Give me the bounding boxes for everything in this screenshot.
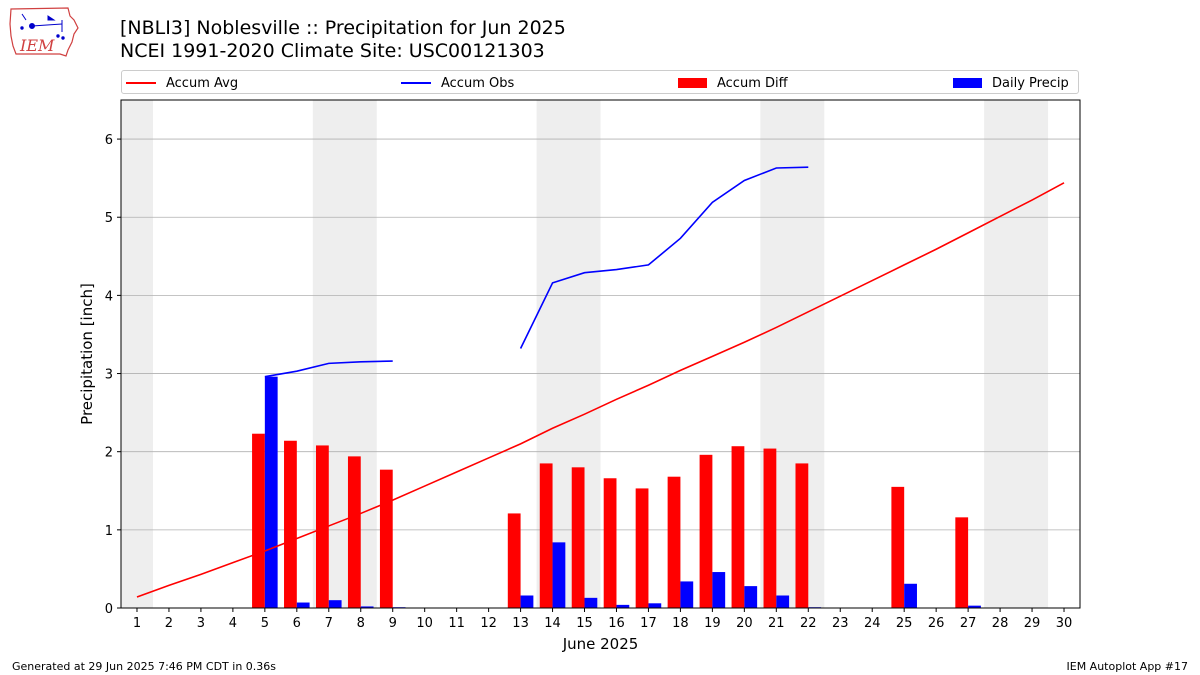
x-tick-label-4: 4 [229, 616, 237, 631]
bar-daily-precip-day-15 [584, 597, 598, 608]
bar-daily-precip-day-16 [616, 604, 630, 608]
bar-daily-precip-day-17 [648, 603, 662, 608]
line-accum-obs-segment-0 [264, 360, 393, 378]
x-tick-label-13: 13 [512, 616, 529, 631]
legend-item-accum-diff: Accum Diff [678, 74, 788, 92]
bar-accum-diff-day-14 [539, 463, 553, 608]
bar-daily-precip-day-25 [904, 583, 917, 608]
x-tick-label-29: 29 [1024, 616, 1041, 631]
bar-accum-diff-day-18 [667, 476, 681, 608]
legend-swatch-accum-avg [126, 82, 156, 84]
bar-accum-diff-day-16 [603, 478, 617, 608]
x-tick-label-7: 7 [325, 616, 333, 631]
bar-accum-diff-day-22 [795, 463, 809, 608]
iem-logo: IEM [9, 7, 79, 57]
legend-swatch-daily-precip [953, 78, 982, 88]
legend-label-daily-precip: Daily Precip [992, 75, 1069, 91]
x-tick-label-16: 16 [608, 616, 625, 631]
legend-item-accum-avg: Accum Avg [126, 74, 238, 92]
x-tick-label-17: 17 [640, 616, 657, 631]
bar-accum-diff-day-25 [891, 486, 905, 608]
bar-accum-diff-day-6 [284, 440, 297, 608]
x-tick-label-1: 1 [133, 616, 141, 631]
legend-label-accum-avg: Accum Avg [166, 75, 239, 91]
bar-accum-diff-day-15 [571, 467, 585, 608]
x-tick-label-26: 26 [928, 616, 945, 631]
weather-station-icon [20, 13, 65, 40]
x-tick-label-28: 28 [992, 616, 1009, 631]
x-tick-label-18: 18 [672, 616, 689, 631]
y-tick-label-2: 2 [105, 446, 113, 461]
bar-accum-diff-day-5 [252, 433, 265, 608]
bar-accum-diff-day-9 [379, 469, 393, 608]
x-tick-label-8: 8 [357, 616, 365, 631]
chart-subtitle: NCEI 1991-2020 Climate Site: USC00121303 [120, 40, 545, 62]
x-tick-label-23: 23 [832, 616, 849, 631]
x-tick-label-30: 30 [1056, 616, 1073, 631]
bar-daily-precip-day-7 [328, 600, 342, 608]
bar-accum-diff-day-20 [731, 446, 745, 608]
y-axis-label: Precipitation [inch] [78, 283, 96, 425]
y-tick-label-3: 3 [105, 368, 113, 383]
y-tick-label-5: 5 [105, 211, 113, 226]
bar-daily-precip-day-20 [744, 586, 758, 608]
x-tick-label-9: 9 [389, 616, 397, 631]
logo-text: IEM [19, 36, 55, 55]
bar-accum-diff-day-8 [347, 456, 361, 608]
weekend-shade-0 [121, 100, 153, 608]
x-tick-label-12: 12 [480, 616, 497, 631]
legend-label-accum-obs: Accum Obs [441, 75, 515, 91]
legend-swatch-accum-obs [401, 82, 431, 84]
bar-daily-precip-day-8 [360, 606, 374, 608]
iowa-outline-icon [9, 7, 79, 57]
x-tick-label-19: 19 [704, 616, 721, 631]
plot-frame [120, 99, 1081, 609]
bar-accum-diff-day-7 [315, 445, 329, 608]
x-tick-label-27: 27 [960, 616, 977, 631]
bar-daily-precip-day-21 [776, 595, 790, 608]
y-tick-label-0: 0 [105, 602, 113, 617]
legend-swatch-accum-diff [678, 78, 707, 88]
x-tick-label-22: 22 [800, 616, 817, 631]
bar-daily-precip-day-19 [712, 572, 726, 608]
x-tick-label-2: 2 [165, 616, 173, 631]
line-accum-obs-segment-1 [519, 166, 809, 349]
weekend-shade-4 [984, 100, 1049, 608]
bar-daily-precip-day-14 [552, 542, 566, 608]
y-tick-label-6: 6 [105, 133, 113, 148]
line-accum-avg [136, 182, 1065, 598]
x-tick-label-3: 3 [197, 616, 205, 631]
x-axis-label: June 2025 [562, 635, 639, 653]
x-tick-label-11: 11 [448, 616, 465, 631]
x-tick-label-15: 15 [576, 616, 593, 631]
bar-accum-diff-day-13 [507, 513, 521, 608]
legend-label-accum-diff: Accum Diff [717, 75, 788, 91]
x-tick-label-25: 25 [896, 616, 913, 631]
bar-accum-diff-day-17 [635, 488, 649, 608]
chart-legend: Accum Avg Accum Obs Accum Diff Daily Pre… [121, 70, 1079, 94]
legend-item-accum-obs: Accum Obs [401, 74, 514, 92]
x-tick-label-21: 21 [768, 616, 785, 631]
legend-item-daily-precip: Daily Precip [953, 74, 1069, 92]
bar-daily-precip-day-27 [968, 605, 981, 608]
bar-daily-precip-day-5 [264, 376, 278, 608]
bar-daily-precip-day-6 [296, 602, 310, 608]
bar-daily-precip-day-18 [680, 581, 694, 608]
footer-generated: Generated at 29 Jun 2025 7:46 PM CDT in … [12, 660, 277, 673]
footer-app: IEM Autoplot App #17 [1066, 660, 1189, 673]
chart-title: [NBLI3] Noblesville :: Precipitation for… [120, 17, 566, 39]
x-tick-label-10: 10 [416, 616, 433, 631]
x-tick-label-6: 6 [293, 616, 301, 631]
bar-daily-precip-day-13 [520, 595, 534, 608]
x-tick-label-5: 5 [261, 616, 269, 631]
x-tick-label-24: 24 [864, 616, 881, 631]
bar-accum-diff-day-21 [763, 448, 777, 608]
bar-accum-diff-day-19 [699, 454, 713, 608]
y-tick-label-4: 4 [105, 289, 113, 304]
x-tick-label-14: 14 [544, 616, 561, 631]
x-tick-label-20: 20 [736, 616, 753, 631]
bar-accum-diff-day-27 [955, 517, 969, 608]
y-tick-label-1: 1 [105, 524, 113, 539]
